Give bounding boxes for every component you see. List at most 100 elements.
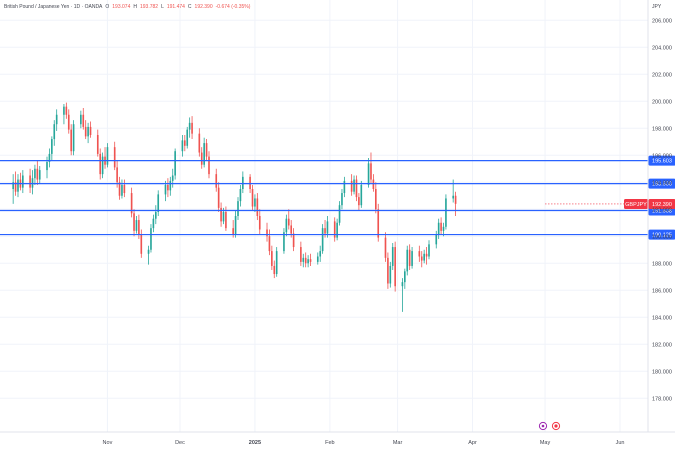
candle-body [51, 139, 53, 154]
candle-body [87, 127, 89, 136]
y-tick-label: 184.000 [652, 315, 672, 321]
candle-body [99, 154, 101, 174]
candle-body [341, 193, 343, 205]
candle-body [392, 247, 394, 266]
candle-body [435, 235, 437, 244]
candle-body [208, 157, 210, 175]
candle-body [157, 194, 159, 212]
candle-body [443, 227, 445, 231]
candle-body [73, 124, 75, 151]
candle-body [423, 254, 425, 261]
symbol-title: British Pound / Japanese Yen · 1D · OAND… [4, 4, 102, 10]
candle-body [29, 176, 31, 188]
candle-body [336, 223, 338, 238]
candle-body [455, 196, 457, 204]
x-tick-label: Nov [103, 440, 113, 446]
x-tick-label: Feb [325, 440, 334, 446]
y-tick-label: 178.000 [652, 396, 672, 402]
candle-body [389, 266, 391, 284]
y-tick-label: 188.000 [652, 261, 672, 267]
candle-body [201, 153, 203, 165]
candle-body [411, 251, 413, 266]
candle-body [68, 115, 70, 130]
low-label: L [161, 4, 164, 10]
candle-body [215, 174, 217, 188]
candle-body [273, 266, 275, 274]
candle-body [254, 198, 256, 206]
y-tick-label: 182.000 [652, 342, 672, 348]
candle-body [300, 247, 302, 262]
candle-body [293, 234, 295, 248]
candle-body [119, 182, 121, 196]
candle-body [56, 115, 58, 124]
y-tick-label: 190.000 [652, 234, 672, 240]
y-tick-label: 202.000 [652, 72, 672, 78]
candle-body [198, 134, 200, 153]
event-markers[interactable] [539, 422, 559, 429]
candle-body [370, 163, 372, 179]
candle-body [237, 201, 239, 216]
candle-body [406, 250, 408, 272]
candle-body [259, 216, 261, 230]
candle-body [148, 250, 150, 254]
candle-body [232, 228, 234, 235]
candle-body [404, 271, 406, 282]
candle-body [286, 219, 288, 233]
candle-body [90, 127, 92, 135]
candle-body [114, 147, 116, 167]
candle-body [85, 127, 87, 136]
candle-body [249, 177, 251, 189]
high-label: H [133, 4, 137, 10]
change-value: -0.674 (-0.35%) [216, 4, 251, 10]
candle-body [53, 124, 55, 139]
candle-body [353, 180, 355, 192]
y-tick-label: 200.000 [652, 99, 672, 105]
y-tick-label: 180.000 [652, 369, 672, 375]
y-tick-label: 196.000 [652, 153, 672, 159]
candle-body [319, 251, 321, 256]
candle-body [377, 209, 379, 237]
x-tick-label: 2025 [249, 440, 261, 446]
high-value: 193.782 [140, 4, 158, 10]
candle-body [339, 205, 341, 223]
candle-body [266, 230, 268, 237]
y-tick-label: 194.000 [652, 180, 672, 186]
currency-label: JPY [652, 4, 661, 10]
candle-body [138, 220, 140, 235]
candle-body [102, 157, 104, 175]
candle-body [80, 115, 82, 124]
candle-body [186, 130, 188, 146]
candle-body [34, 169, 36, 178]
candle-body [133, 213, 135, 231]
candle-body [394, 247, 396, 286]
x-tick-label: Jun [616, 440, 625, 446]
candle-body [225, 212, 227, 228]
candle-body [97, 135, 99, 154]
candle-body [206, 143, 208, 157]
candle-body [288, 219, 290, 226]
close-value: 192.390 [195, 4, 213, 10]
candle-body [421, 257, 423, 261]
candle-body [46, 162, 48, 170]
candle-body [351, 181, 353, 192]
candle-body [307, 259, 309, 263]
candle-body [360, 185, 362, 205]
open-label: O [105, 4, 109, 10]
price-axis[interactable]: 178.000180.000182.000184.000186.000188.0… [648, 0, 672, 432]
candle-body [223, 212, 225, 221]
candle-body [302, 258, 304, 262]
candle-body [182, 140, 184, 151]
candle-body [169, 181, 171, 190]
dividend-event-dot [554, 424, 557, 427]
grid [0, 0, 648, 432]
candle-body [242, 177, 244, 189]
candle-body [358, 197, 360, 205]
x-tick-label: May [540, 440, 551, 446]
candle-body [63, 107, 65, 115]
symbol-tag-label: GBPJPY [625, 202, 647, 208]
candle-body [184, 140, 186, 145]
candle-body [317, 257, 319, 262]
